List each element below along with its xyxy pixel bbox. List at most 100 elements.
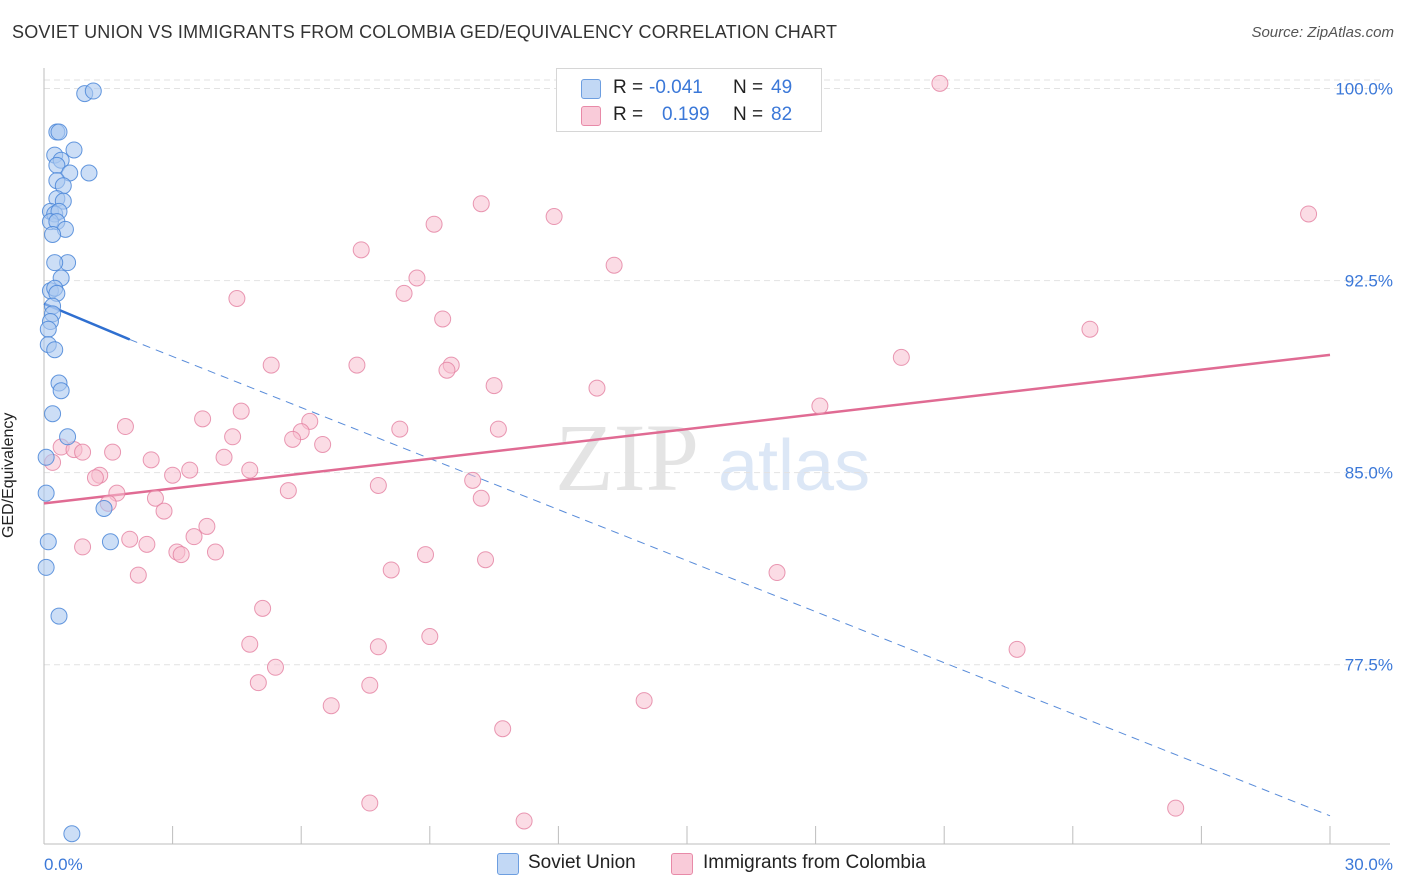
- colombia-point: [284, 430, 302, 448]
- soviet-point: [101, 533, 119, 551]
- colombia-point: [369, 638, 387, 656]
- colombia-point: [146, 489, 164, 507]
- soviet-point: [39, 320, 57, 338]
- colombia-point: [142, 451, 160, 469]
- colombia-point: [74, 538, 92, 556]
- soviet-point: [37, 558, 55, 576]
- soviet-point: [44, 405, 62, 423]
- colombia-point: [417, 546, 435, 564]
- colombia-point: [408, 269, 426, 287]
- colombia-point: [464, 471, 482, 489]
- colombia-point: [489, 420, 507, 438]
- soviet-point: [50, 607, 68, 625]
- colombia-point: [241, 635, 259, 653]
- colombia-point: [1167, 799, 1185, 817]
- axes: [43, 68, 1390, 845]
- legend-n-label: N =: [733, 77, 764, 98]
- legend-n-value: 49: [771, 77, 793, 98]
- soviet-point: [37, 484, 55, 502]
- soviet-trend-extension: [129, 339, 1331, 817]
- legend-r-label: R =: [613, 104, 644, 125]
- legend-r-label: R =: [613, 77, 644, 98]
- y-tick-label: 77.5%: [1345, 656, 1393, 675]
- colombia-point: [438, 361, 456, 379]
- colombia-point: [129, 566, 147, 584]
- x-tick-label-min: 0.0%: [44, 855, 83, 874]
- legend-n-value: 82: [771, 104, 793, 125]
- watermark: ZIP atlas: [555, 404, 870, 511]
- colombia-point: [811, 397, 829, 415]
- gridlines: [44, 79, 1380, 666]
- soviet-point: [95, 500, 113, 518]
- colombia-point: [254, 599, 272, 617]
- legend-row-soviet: R = -0.041 N = 49: [557, 75, 821, 102]
- colombia-point: [249, 674, 267, 692]
- colombia-point: [361, 676, 379, 694]
- soviet-point: [46, 341, 64, 359]
- colombia-point: [185, 528, 203, 546]
- colombia-point: [434, 310, 452, 328]
- colombia-point: [104, 443, 122, 461]
- colombia-point: [931, 74, 949, 92]
- colombia-point: [382, 561, 400, 579]
- legend-r-value: -0.041: [649, 77, 703, 98]
- colombia-point: [232, 402, 250, 420]
- colombia-point: [545, 208, 563, 226]
- watermark-atlas: atlas: [718, 426, 870, 506]
- bottom-legend-label-soviet: Soviet Union: [528, 852, 636, 873]
- colombia-point: [206, 543, 224, 561]
- colombia-point: [352, 241, 370, 259]
- colombia-point: [515, 812, 533, 830]
- soviet-point: [84, 82, 102, 100]
- soviet-point: [59, 428, 77, 446]
- soviet-point: [44, 225, 62, 243]
- colombia-point: [322, 697, 340, 715]
- soviet-point: [46, 254, 64, 272]
- bottom-legend-swatch-blue: [497, 853, 519, 875]
- colombia-point: [472, 489, 490, 507]
- colombia-point: [138, 535, 156, 553]
- colombia-point: [215, 448, 233, 466]
- series-soviet-points: [37, 82, 119, 843]
- legend-swatch-blue: [581, 79, 601, 99]
- colombia-point: [892, 348, 910, 366]
- colombia-point: [485, 377, 503, 395]
- colombia-point: [116, 418, 134, 436]
- colombia-point: [472, 195, 490, 213]
- colombia-point: [421, 628, 439, 646]
- y-tick-label: 85.0%: [1345, 464, 1393, 483]
- colombia-point: [224, 428, 242, 446]
- colombia-point: [588, 379, 606, 397]
- colombia-point: [279, 482, 297, 500]
- x-tick-label-max: 30.0%: [1345, 855, 1393, 874]
- colombia-point: [262, 356, 280, 374]
- colombia-point: [181, 461, 199, 479]
- y-tick-label: 100.0%: [1335, 79, 1393, 98]
- colombia-point: [494, 720, 512, 738]
- tick-labels: 77.5% 85.0% 92.5% 100.0% 0.0% 30.0%: [44, 79, 1393, 874]
- soviet-point: [80, 164, 98, 182]
- colombia-point: [391, 420, 409, 438]
- watermark-zip: ZIP: [555, 404, 699, 511]
- colombia-point: [241, 461, 259, 479]
- colombia-point: [155, 502, 173, 520]
- soviet-point: [37, 448, 55, 466]
- colombia-point: [86, 469, 104, 487]
- trend-lines: [43, 302, 1331, 817]
- colombia-point: [1081, 320, 1099, 338]
- colombia-point: [768, 564, 786, 582]
- bottom-legend-swatch-pink: [671, 853, 693, 875]
- colombia-point: [361, 794, 379, 812]
- colombia-point: [1008, 640, 1026, 658]
- soviet-point: [50, 123, 68, 141]
- soviet-point: [65, 141, 83, 159]
- colombia-point: [635, 692, 653, 710]
- soviet-point: [52, 382, 70, 400]
- chart-title: SOVIET UNION VS IMMIGRANTS FROM COLOMBIA…: [12, 22, 838, 42]
- colombia-point: [395, 284, 413, 302]
- soviet-point: [63, 825, 81, 843]
- legend-swatch-pink: [581, 106, 601, 126]
- y-tick-label: 92.5%: [1345, 272, 1393, 291]
- colombia-point: [74, 443, 92, 461]
